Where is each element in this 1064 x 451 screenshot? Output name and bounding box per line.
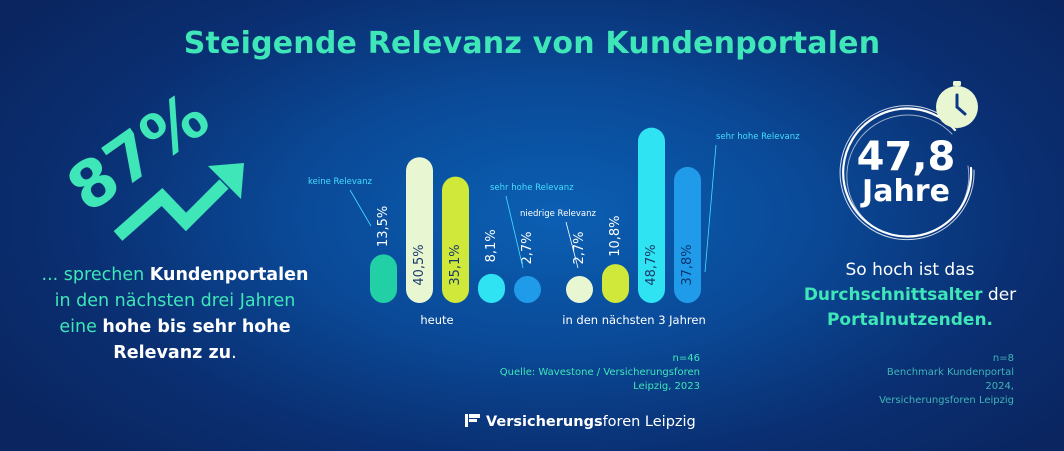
age-value: 47,8 [856,134,956,180]
statement-eine: eine [59,317,103,337]
annotation-label-0: keine Relevanz [308,177,373,187]
bar-value-label: 2,7% [572,231,587,264]
logo-bold-text: Versicherungs [486,414,603,430]
bar-value-label: 37,8% [680,244,695,285]
brand-logo: Versicherungsforen Leipzig [465,414,696,430]
annotation-leader-1 [505,195,524,269]
right-line1: So hoch ist das [845,260,975,280]
bar-next3-4 [674,166,701,303]
annotation-label-1: sehr hohe Relevanz [490,183,574,193]
bar-next3-1 [566,276,593,303]
chart-source-text: Quelle: Wavestone / Versicherungsforen L… [499,367,700,392]
bar-heute-5 [514,276,541,303]
right-durchschnittsalter: Durchschnittsalter [803,285,983,305]
right-der: der [982,285,1017,305]
benchmark-source-line2: Versicherungsforen Leipzig [879,395,1014,406]
page-title: Steigende Relevanz von Kundenportalen [183,26,881,61]
bar-next3-3 [638,127,665,304]
bar-heute-2 [406,157,433,303]
category-label-0: heute [420,313,453,327]
statement-line2: in den nächsten drei Jahren [54,291,296,311]
bar-value-label: 35,1% [448,244,463,285]
benchmark-source: n=8 Benchmark Kundenportal 2024, Versich… [860,352,1014,408]
chart-sample-size: n=46 [672,353,700,364]
statement-period: . [231,343,237,363]
benchmark-sample-size: n=8 [992,353,1014,364]
bar-heute-1 [370,254,397,303]
statement-hohe: hohe bis sehr hohe [102,317,291,337]
left-statement: ... sprechen Kundenportalen in den nächs… [40,262,310,366]
bar-value-label: 10,8% [608,215,623,256]
annotation-leader-2 [565,221,579,269]
bar-value-label: 48,7% [644,244,659,285]
bar-value-label: 40,5% [412,244,427,285]
age-unit: Jahre [862,174,950,209]
statement-relevanz: Relevanz zu [113,343,232,363]
statement-prefix: ... sprechen [41,265,150,285]
chart-source: n=46 Quelle: Wavestone / Versicherungsfo… [470,352,700,394]
benchmark-source-line1: Benchmark Kundenportal 2024, [886,367,1014,392]
logo-mark-icon [465,414,480,427]
logo-regular-text: foren Leipzig [602,414,696,430]
clock-icon [936,81,978,128]
annotation-label-2: niedrige Relevanz [520,209,597,219]
bar-heute-3 [442,176,469,303]
bars-layer: 13,5% 40,5% 35,1% 8,1% 2,7% 2,7% 10,8% 48,7% 37,… [370,127,706,327]
annotations-layer: keine Relevanz sehr hohe Relevanz niedrige… [308,132,800,273]
annotation-leader-3 [704,144,717,273]
bar-value-label: 2,7% [520,231,535,264]
bar-value-label: 8,1% [484,229,499,262]
right-portalnutzenden: Portalnutzenden. [826,310,994,330]
bar-heute-4 [478,273,505,303]
bar-value-label: 13,5% [376,206,391,247]
category-label-1: in den nächsten 3 Jahren [562,313,705,327]
annotation-leader-0 [349,189,372,227]
bar-next3-2 [602,264,629,303]
annotation-label-3: sehr hohe Relevanz [716,132,800,142]
statement-kundenportalen: Kundenportalen [149,265,309,285]
trend-up-arrow-icon [113,163,244,241]
right-statement: So hoch ist das Durchschnittsalter der P… [790,258,1030,333]
